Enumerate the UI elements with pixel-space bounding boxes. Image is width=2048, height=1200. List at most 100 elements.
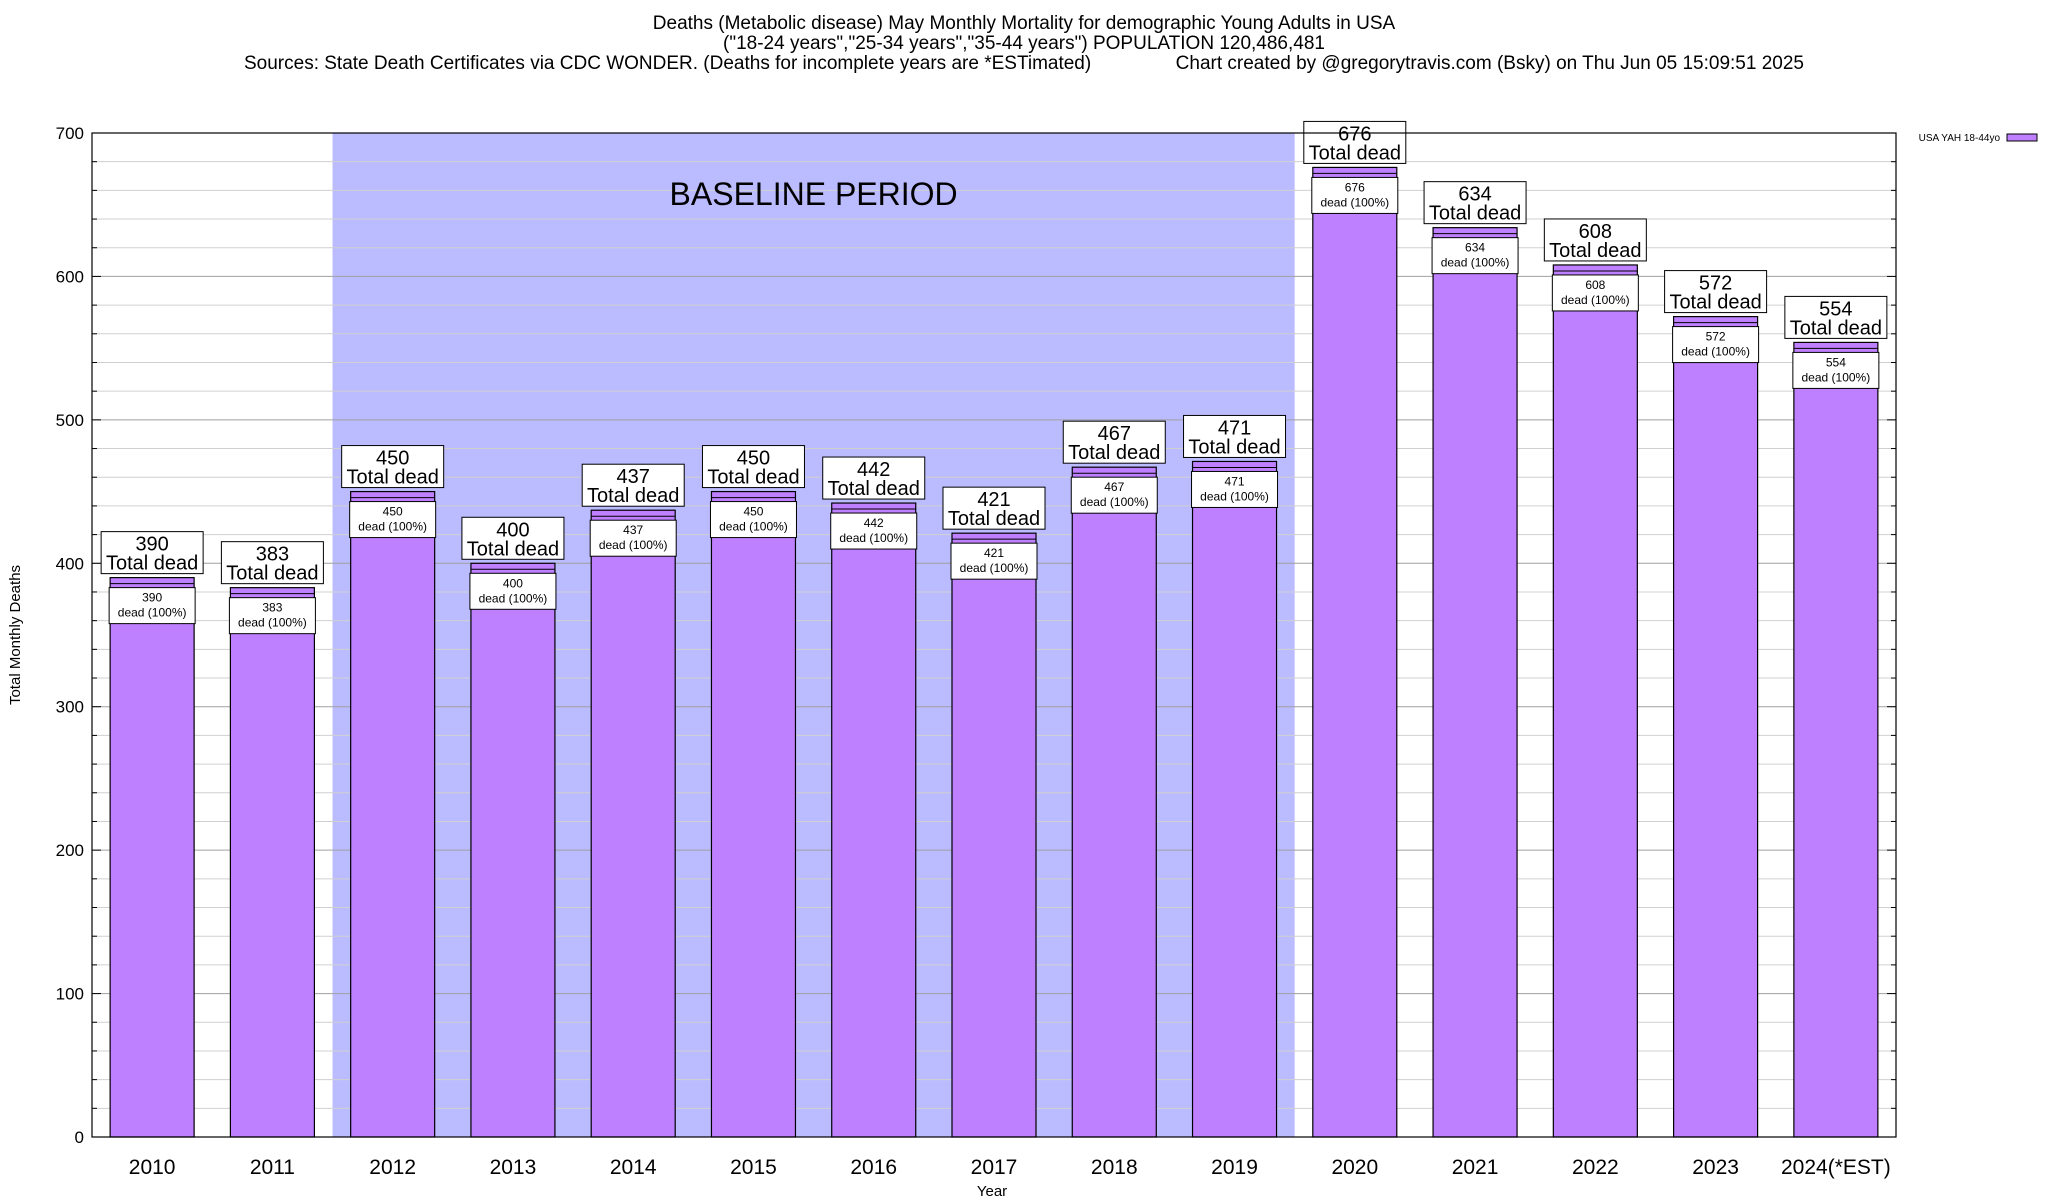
bar-inner-percent-label: dead (100%) bbox=[118, 606, 187, 620]
bar-inner-value-label: 450 bbox=[383, 505, 403, 519]
bar-top-total-label: Total dead bbox=[1309, 142, 1401, 164]
y-tick-label: 500 bbox=[56, 411, 84, 430]
bar-inner-value-label: 450 bbox=[743, 505, 763, 519]
bar-top-total-label: Total dead bbox=[1068, 442, 1160, 464]
bar-inner-value-label: 634 bbox=[1465, 241, 1485, 255]
bar-top-value-label: 442 bbox=[857, 459, 890, 481]
bar-top-value-label: 471 bbox=[1218, 417, 1251, 439]
bar-inner-label-box bbox=[589, 519, 677, 557]
bar-inner-value-label: 437 bbox=[623, 523, 643, 537]
bar bbox=[1793, 341, 1879, 1138]
bar-top-total-label: Total dead bbox=[707, 467, 799, 489]
bar-top-total-label: Total dead bbox=[587, 485, 679, 507]
bar-inner-label-box bbox=[108, 587, 196, 625]
bar bbox=[229, 587, 315, 1138]
bar-inner-percent-label: dead (100%) bbox=[599, 538, 668, 552]
bar-top-value-label: 554 bbox=[1819, 298, 1852, 320]
bar-top-label-box bbox=[220, 541, 324, 585]
bar-top-total-label: Total dead bbox=[948, 508, 1040, 530]
y-tick-label: 700 bbox=[56, 124, 84, 143]
plot-border bbox=[91, 132, 1897, 1138]
x-tick-label: 2024(*EST) bbox=[1781, 1156, 1891, 1179]
bar-inner-label-box bbox=[1311, 176, 1399, 214]
bar-inner-percent-label: dead (100%) bbox=[960, 561, 1029, 575]
bar-top-total-label: Total dead bbox=[226, 563, 318, 585]
bar-top-total-label: Total dead bbox=[828, 478, 920, 500]
bar-inner-value-label: 390 bbox=[142, 591, 162, 605]
bar-top-total-label: Total dead bbox=[1669, 292, 1761, 314]
bar-inner-percent-label: dead (100%) bbox=[1802, 370, 1871, 384]
bar-top-label-box bbox=[701, 445, 805, 489]
bar-inner-percent-label: dead (100%) bbox=[1320, 195, 1389, 209]
bar-top-value-label: 400 bbox=[496, 519, 529, 541]
bar bbox=[1191, 460, 1278, 1138]
y-tick-label: 200 bbox=[56, 841, 84, 860]
baseline-period-label: BASELINE PERIOD bbox=[670, 176, 958, 212]
bar-inner-value-label: 442 bbox=[864, 516, 884, 530]
x-tick-label: 2014 bbox=[610, 1156, 657, 1179]
chart-title: Deaths (Metabolic disease) May Monthly M… bbox=[652, 13, 1396, 34]
x-tick-label: 2023 bbox=[1692, 1156, 1739, 1179]
y-tick-label: 600 bbox=[56, 267, 84, 286]
x-axis-label: Year bbox=[977, 1183, 1007, 1200]
x-tick-label: 2021 bbox=[1452, 1156, 1499, 1179]
bar-top-label-box bbox=[1303, 120, 1407, 164]
bar bbox=[1672, 315, 1759, 1138]
bar-inner-value-label: 467 bbox=[1104, 480, 1124, 494]
bar bbox=[590, 509, 676, 1138]
bar-inner-percent-label: dead (100%) bbox=[1200, 489, 1269, 503]
y-tick-label: 0 bbox=[75, 1128, 84, 1147]
x-tick-label: 2018 bbox=[1091, 1156, 1138, 1179]
bar-inner-percent-label: dead (100%) bbox=[1681, 345, 1750, 359]
bar-inner-label-box bbox=[1191, 470, 1279, 508]
chart-sources: Sources: State Death Certificates via CD… bbox=[244, 53, 1092, 74]
x-tick-label: 2012 bbox=[369, 1156, 416, 1179]
bar-inner-percent-label: dead (100%) bbox=[358, 520, 427, 534]
bar-top-value-label: 390 bbox=[135, 534, 168, 556]
bar-top-total-label: Total dead bbox=[1790, 317, 1882, 339]
bar-top-value-label: 383 bbox=[256, 544, 289, 566]
bar-top-value-label: 450 bbox=[737, 448, 770, 470]
bar-top-label-box bbox=[822, 456, 926, 500]
bar-inner-percent-label: dead (100%) bbox=[839, 531, 908, 545]
bar bbox=[109, 577, 195, 1138]
bar-top-total-label: Total dead bbox=[347, 467, 439, 489]
chart-header: Deaths (Metabolic disease) May Monthly M… bbox=[0, 14, 2048, 74]
bar-inner-percent-label: dead (100%) bbox=[1441, 256, 1510, 270]
chart-credit: Chart created by @gregorytravis.com (Bsk… bbox=[1175, 53, 1804, 74]
chart-subtitle: ("18-24 years","25-34 years","35-44 year… bbox=[723, 33, 1325, 54]
bar-inner-label-box bbox=[469, 572, 557, 610]
bar-top-label-box bbox=[581, 463, 685, 507]
bar-inner-value-label: 383 bbox=[262, 601, 282, 615]
bar bbox=[1312, 166, 1398, 1138]
bar bbox=[350, 490, 436, 1138]
bar-inner-label-box bbox=[1672, 326, 1760, 364]
bar-top-label-box bbox=[1664, 270, 1768, 314]
bar bbox=[710, 490, 797, 1138]
legend-swatch bbox=[2006, 133, 2038, 142]
bar-inner-label-box bbox=[1792, 351, 1880, 389]
bar-inner-label-box bbox=[1551, 274, 1639, 312]
bar-inner-percent-label: dead (100%) bbox=[238, 616, 307, 630]
bar-top-value-label: 608 bbox=[1579, 221, 1612, 243]
bar-top-total-label: Total dead bbox=[1429, 203, 1521, 225]
bar-inner-value-label: 400 bbox=[503, 576, 523, 590]
y-tick-label: 400 bbox=[56, 554, 84, 573]
bar-inner-value-label: 608 bbox=[1585, 278, 1605, 292]
bar bbox=[1071, 466, 1157, 1138]
bar bbox=[1552, 264, 1638, 1138]
bar bbox=[470, 562, 556, 1138]
bar-inner-label-box bbox=[349, 501, 437, 539]
bar bbox=[831, 502, 917, 1138]
x-tick-label: 2019 bbox=[1211, 1156, 1258, 1179]
legend-label: USA YAH 18-44yo bbox=[1919, 133, 2001, 144]
y-tick-label: 100 bbox=[56, 985, 84, 1004]
bar bbox=[1432, 227, 1518, 1138]
y-axis-label: Total Monthly Deaths bbox=[7, 565, 24, 705]
bar-top-label-box bbox=[1062, 420, 1166, 464]
bar-inner-label-box bbox=[1431, 237, 1519, 275]
bar-top-value-label: 634 bbox=[1458, 184, 1491, 206]
bar-inner-label-box bbox=[228, 597, 316, 635]
bar-top-value-label: 467 bbox=[1098, 423, 1131, 445]
